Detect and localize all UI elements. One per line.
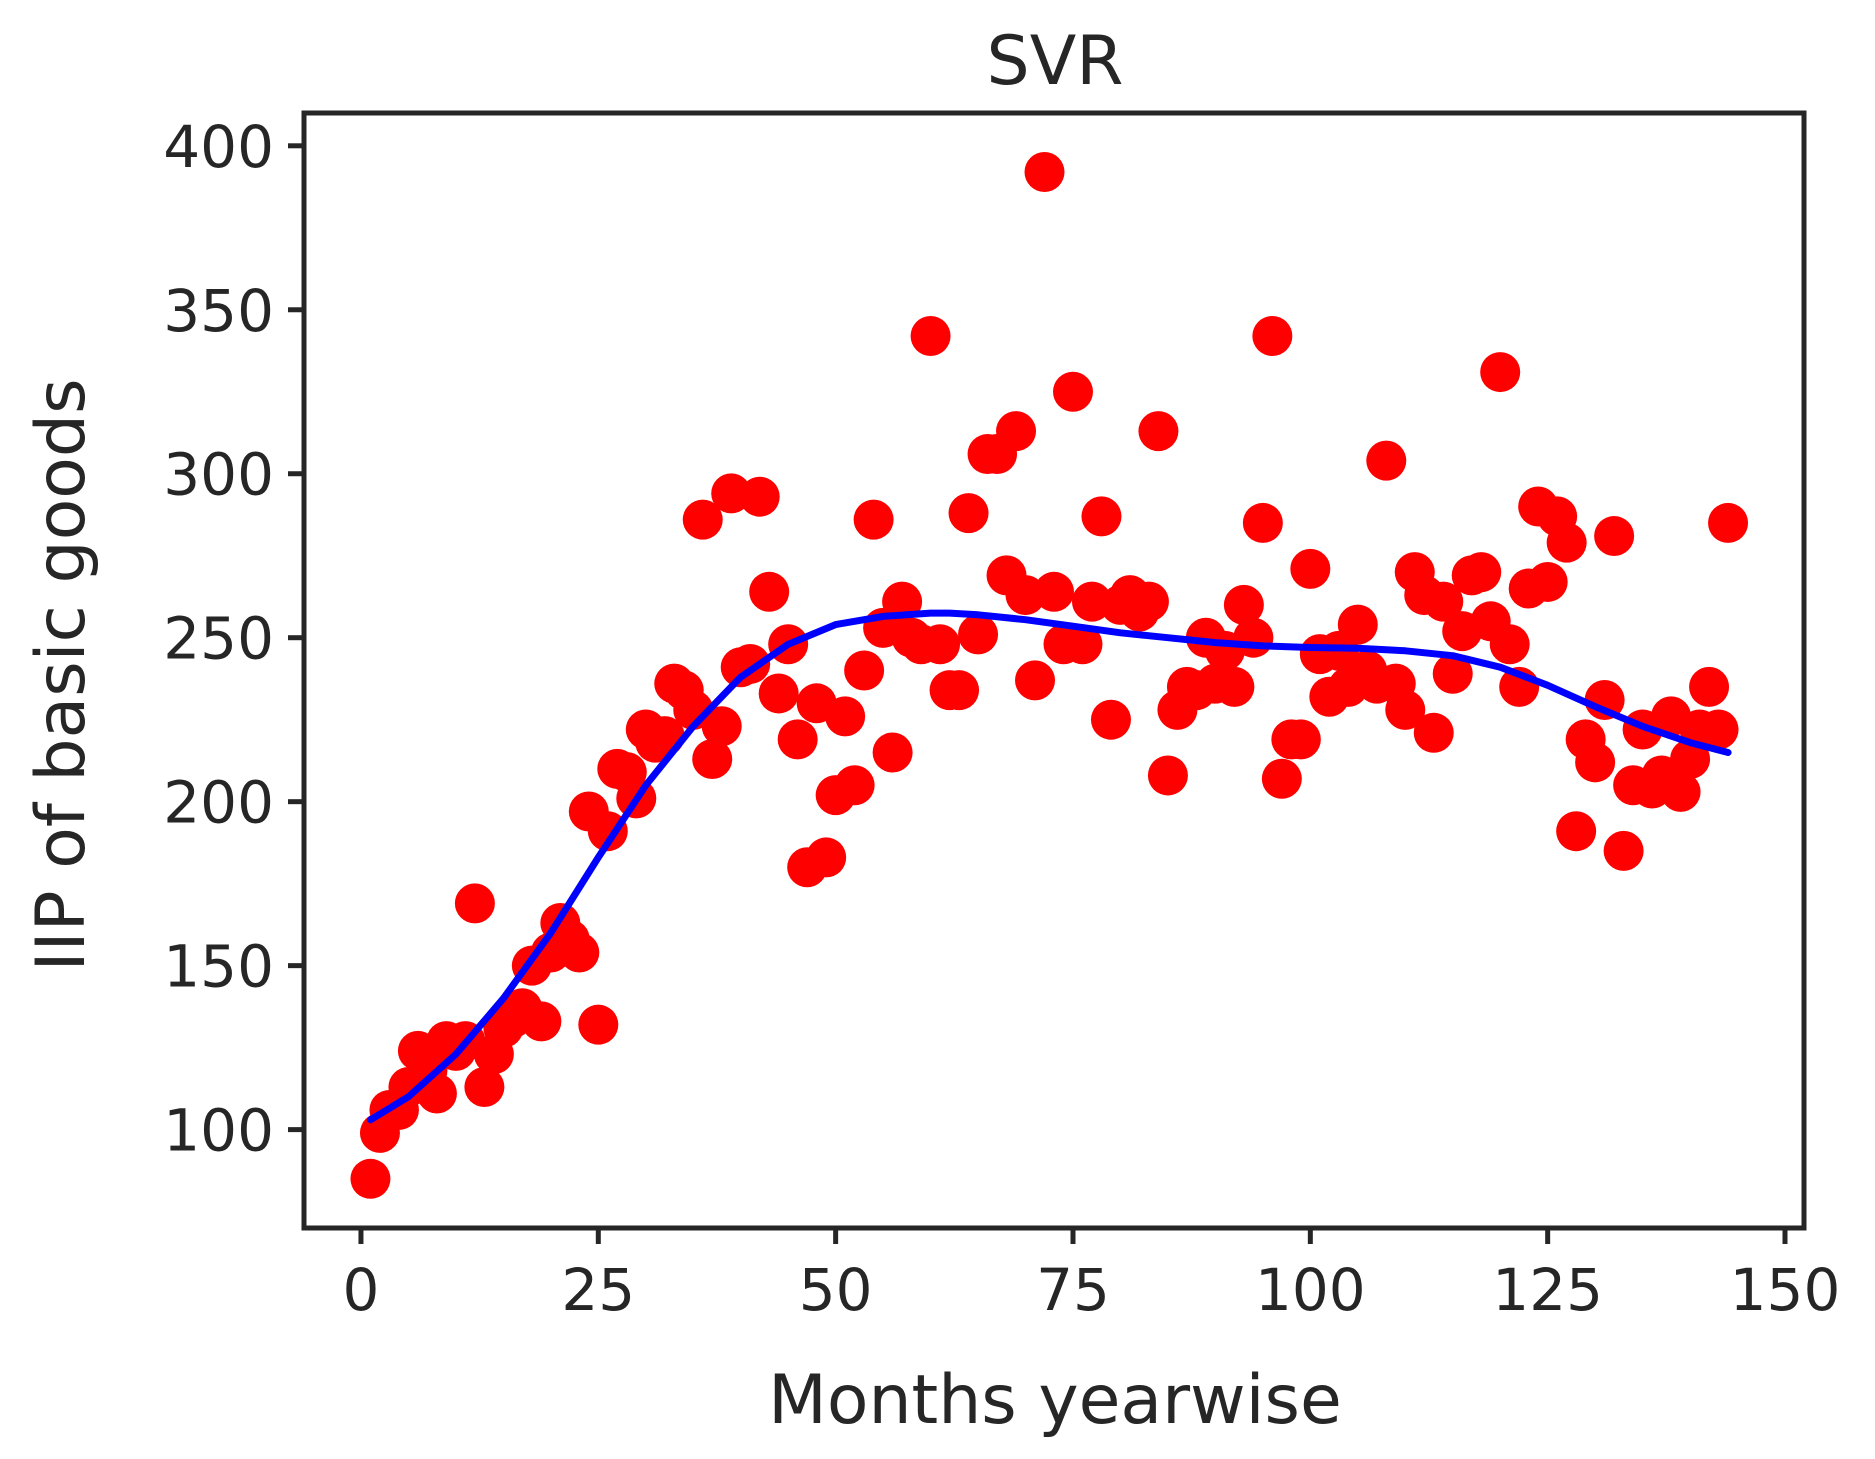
data-point [1233, 617, 1274, 658]
x-tick-label: 50 [799, 1256, 873, 1324]
y-tick-label: 400 [163, 113, 274, 181]
y-tick-label: 250 [163, 605, 274, 673]
data-point [1489, 624, 1530, 665]
data-point [1223, 584, 1264, 625]
chart-title: SVR [987, 22, 1124, 101]
data-point [1423, 581, 1464, 622]
data-point [1708, 502, 1749, 543]
data-point [872, 732, 913, 773]
data-point [1034, 571, 1074, 612]
data-point [1337, 604, 1378, 645]
data-point [1432, 653, 1473, 694]
x-tick-label: 75 [1036, 1256, 1110, 1324]
data-point [464, 1066, 505, 1107]
data-point [1594, 516, 1635, 557]
data-point [692, 739, 733, 780]
x-tick-label: 150 [1730, 1256, 1841, 1324]
x-tick-label: 100 [1255, 1256, 1366, 1324]
data-point [1242, 502, 1283, 543]
data-point [777, 719, 818, 760]
data-point [910, 316, 951, 356]
data-point [758, 673, 799, 714]
data-point [1252, 316, 1293, 356]
data-point [1480, 352, 1521, 393]
data-point [1413, 712, 1454, 753]
data-point [1147, 755, 1188, 796]
data-point [958, 614, 999, 655]
data-point [1138, 411, 1179, 452]
data-point [749, 571, 790, 612]
data-point [1603, 830, 1644, 871]
data-point [1385, 689, 1426, 730]
data-point [1556, 811, 1597, 852]
data-point [1062, 624, 1103, 665]
data-point [1546, 522, 1587, 563]
data-point [996, 411, 1037, 452]
data-point [1261, 758, 1302, 799]
data-point [559, 932, 600, 973]
data-point [1052, 371, 1093, 412]
plot-area [301, 110, 1807, 1231]
y-tick-label: 100 [163, 1097, 274, 1165]
data-point [920, 624, 961, 665]
data-point [739, 476, 780, 517]
data-point [1015, 660, 1056, 701]
data-point [701, 706, 742, 747]
series-line [367, 609, 1732, 1124]
data-point [350, 1158, 391, 1199]
y-tick-label: 200 [163, 769, 274, 837]
data-point [1214, 666, 1255, 707]
data-point [853, 499, 894, 540]
y-tick-label: 350 [163, 277, 274, 345]
data-point [521, 1001, 562, 1042]
data-point [1527, 561, 1568, 602]
data-point [578, 1004, 619, 1045]
data-point [1660, 771, 1701, 812]
data-point [806, 837, 847, 878]
data-point [834, 765, 875, 806]
plot-frame [301, 110, 1807, 1231]
data-point [587, 811, 628, 852]
data-point [682, 499, 723, 540]
y-tick-label: 150 [163, 933, 274, 1001]
x-axis-label: Months yearwise [768, 1361, 1342, 1440]
data-point [454, 883, 495, 924]
data-point [1128, 581, 1169, 622]
x-tick-label: 125 [1492, 1256, 1603, 1324]
x-tick-label: 25 [561, 1256, 635, 1324]
data-point [1280, 719, 1321, 760]
data-point [1366, 440, 1407, 481]
data-point [1698, 709, 1739, 750]
data-point [939, 670, 980, 711]
data-point [1575, 742, 1616, 783]
data-point [948, 493, 989, 534]
data-point [844, 650, 885, 691]
data-point [1461, 552, 1502, 593]
x-tick-label: 0 [343, 1256, 380, 1324]
axis-ticks: 0 25 50 75 100 125 150 100 150 200 250 300 350 400 [163, 113, 1840, 1324]
y-tick-label: 300 [163, 441, 274, 509]
data-point [1689, 666, 1730, 707]
data-point [825, 696, 866, 737]
data-point [1081, 496, 1122, 537]
data-point [1090, 699, 1131, 740]
y-axis-label: IIP of basic goods [22, 378, 101, 971]
data-point [1290, 548, 1331, 589]
data-point [1024, 152, 1065, 193]
